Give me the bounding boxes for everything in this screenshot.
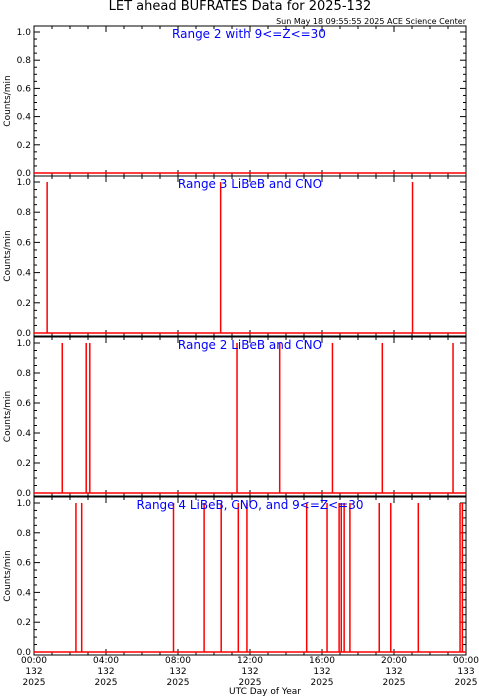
x-tick-year: 2025 (95, 678, 118, 688)
y-tick-label: 0.4 (17, 588, 32, 598)
panel-title: Range 2 with 9<=Z<=30 (172, 27, 326, 41)
y-tick-label: 0.6 (17, 238, 32, 248)
y-tick-label: 0.8 (17, 56, 32, 66)
y-tick-label: 0.6 (17, 559, 32, 569)
panel-4: 0.0 0.2 0.4 0.6 0.8 1.0 Counts/min Range 4 LiBe… (3, 496, 467, 658)
x-tick-year: 2025 (239, 678, 262, 688)
panel-3: 0.0 0.2 0.4 0.6 0.8 1.0 Counts/min Range 2 LiBe… (3, 336, 467, 499)
y-axis-label: Counts/min (3, 75, 13, 126)
y-tick-label: 1.0 (17, 28, 32, 38)
y-tick-label: 0.6 (17, 399, 32, 409)
panel-frame (33, 175, 467, 337)
generation-timestamp: Sun May 18 09:55:55 2025 ACE Science Cen… (276, 17, 467, 26)
y-axis-label: Counts/min (3, 550, 13, 601)
x-axis-label: UTC Day of Year (229, 687, 301, 697)
y-tick-label: 0.8 (17, 529, 32, 539)
y-tick-label: 1.0 (17, 499, 32, 509)
figure-title: LET ahead BUFRATES Data for 2025-132 (109, 0, 372, 14)
x-axis-labels: 00:00132202504:00132202508:00132202512:0… (21, 656, 479, 688)
x-tick-day: 133 (457, 667, 474, 677)
y-tick-label: 0.2 (17, 299, 31, 309)
y-tick-label: 1.0 (17, 178, 32, 188)
x-tick-day: 132 (97, 667, 114, 677)
x-tick-time: 16:00 (309, 656, 335, 666)
y-tick-label: 0.4 (17, 113, 32, 123)
x-tick-year: 2025 (167, 678, 190, 688)
y-tick-label: 0.8 (17, 369, 32, 379)
y-tick-label: 0.2 (17, 141, 31, 151)
y-tick-label: 0.0 (17, 489, 32, 499)
y-tick-label: 0.2 (17, 459, 31, 469)
x-tick-day: 132 (313, 667, 330, 677)
x-tick-time: 04:00 (93, 656, 119, 666)
y-axis-label: Counts/min (3, 391, 13, 442)
y-tick-label: 0.0 (17, 169, 32, 179)
x-tick-year: 2025 (455, 678, 478, 688)
y-tick-label: 0.0 (17, 329, 32, 339)
panel-frame (33, 25, 467, 177)
y-tick-label: 0.8 (17, 208, 32, 218)
x-tick-time: 08:00 (165, 656, 191, 666)
panels: 0.0 0.2 0.4 0.6 0.8 1.0 Counts/min Range 2 with… (3, 25, 467, 658)
panel-title: Range 2 LiBeB and CNO (178, 338, 322, 352)
x-tick-year: 2025 (383, 678, 406, 688)
panel-title: Range 4 LiBeB, CNO, and 9<=Z<=30 (137, 498, 364, 512)
x-tick-day: 132 (241, 667, 258, 677)
panel-title: Range 3 LiBeB and CNO (178, 177, 322, 191)
x-tick-time: 12:00 (237, 656, 263, 666)
panel-2: 0.0 0.2 0.4 0.6 0.8 1.0 Counts/min Range 3 LiBe… (3, 175, 467, 339)
x-tick-day: 132 (169, 667, 186, 677)
y-tick-label: 0.0 (17, 648, 32, 658)
x-tick-time: 00:00 (453, 656, 479, 666)
x-tick-time: 00:00 (21, 656, 47, 666)
x-tick-year: 2025 (23, 678, 46, 688)
y-axis-label: Counts/min (3, 230, 13, 281)
panel-1: 0.0 0.2 0.4 0.6 0.8 1.0 Counts/min Range 2 with… (3, 25, 467, 179)
y-tick-label: 0.4 (17, 429, 32, 439)
y-tick-label: 0.2 (17, 618, 31, 628)
panel-frame (33, 336, 467, 497)
x-tick-time: 20:00 (381, 656, 407, 666)
y-tick-label: 1.0 (17, 339, 32, 349)
y-tick-label: 0.6 (17, 84, 32, 94)
panel-frame (33, 496, 467, 656)
x-tick-year: 2025 (311, 678, 334, 688)
y-tick-label: 0.4 (17, 269, 32, 279)
x-tick-day: 132 (25, 667, 42, 677)
x-tick-day: 132 (385, 667, 402, 677)
